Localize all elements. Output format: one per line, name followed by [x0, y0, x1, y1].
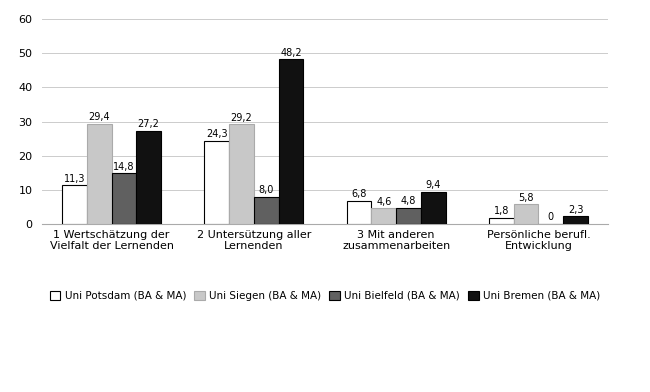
Bar: [396, 208, 421, 224]
Bar: [421, 192, 446, 224]
Text: 8,0: 8,0: [259, 185, 274, 195]
Text: 27,2: 27,2: [138, 120, 160, 129]
Bar: [136, 131, 161, 224]
Text: 24,3: 24,3: [206, 129, 228, 139]
Bar: [229, 124, 254, 224]
Bar: [279, 59, 304, 224]
Text: 4,6: 4,6: [376, 197, 391, 207]
Text: 1,8: 1,8: [493, 206, 509, 216]
Text: 4,8: 4,8: [401, 196, 416, 206]
Text: 29,4: 29,4: [88, 112, 110, 122]
Text: 9,4: 9,4: [426, 180, 441, 190]
Bar: [62, 185, 87, 224]
Bar: [87, 123, 112, 224]
Bar: [346, 201, 371, 224]
Text: 48,2: 48,2: [280, 47, 302, 58]
Text: 2,3: 2,3: [568, 205, 583, 214]
Bar: [489, 218, 514, 224]
Bar: [563, 216, 588, 224]
Bar: [112, 174, 136, 224]
Legend: Uni Potsdam (BA & MA), Uni Siegen (BA & MA), Uni Bielfeld (BA & MA), Uni Bremen : Uni Potsdam (BA & MA), Uni Siegen (BA & …: [46, 287, 604, 305]
Text: 5,8: 5,8: [518, 192, 534, 203]
Bar: [371, 209, 396, 224]
Bar: [514, 204, 538, 224]
Text: 6,8: 6,8: [352, 189, 367, 199]
Text: 29,2: 29,2: [231, 113, 252, 123]
Text: 0: 0: [548, 212, 554, 222]
Text: 14,8: 14,8: [113, 162, 135, 172]
Bar: [204, 141, 229, 224]
Bar: [254, 197, 279, 224]
Text: 11,3: 11,3: [64, 174, 85, 184]
